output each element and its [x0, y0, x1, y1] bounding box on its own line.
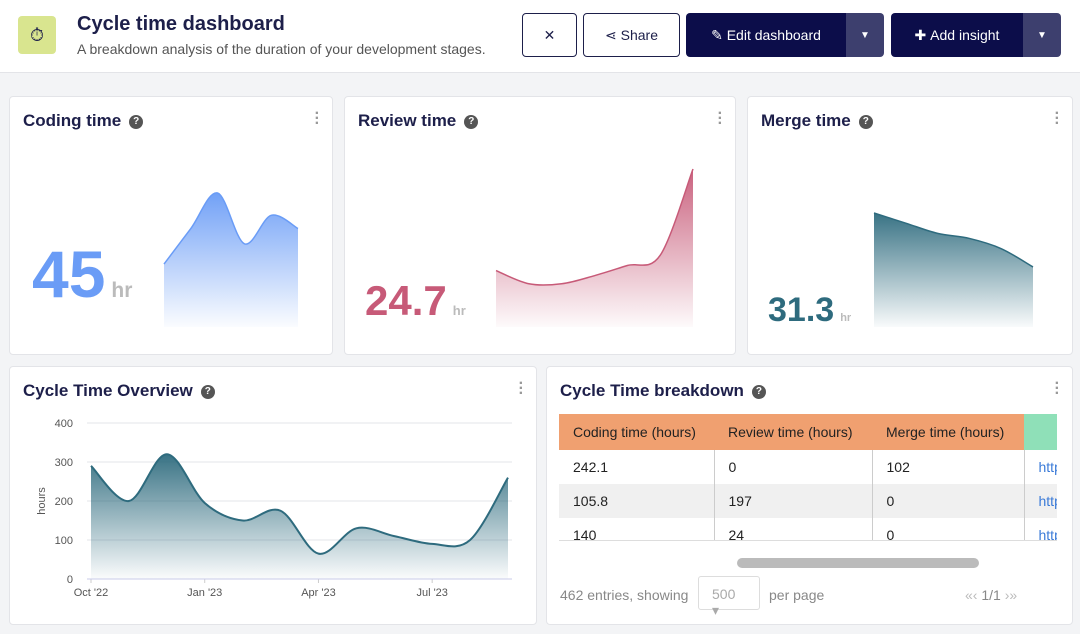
sparkline-area	[164, 192, 298, 327]
y-tick-label: 400	[55, 418, 73, 430]
pages: 1/1	[981, 587, 1001, 603]
label: Share	[620, 27, 658, 43]
icon: ⏱	[18, 16, 56, 54]
stat: 45 hr	[32, 241, 132, 326]
row: 105.8 1970http	[559, 484, 1057, 518]
x-tick-label: Oct '22	[74, 587, 109, 599]
column-header: Coding time (hours)	[573, 424, 696, 440]
edit-menu[interactable]: ▼	[846, 13, 884, 57]
y-tick-label: 0	[67, 574, 73, 586]
sparkline	[163, 192, 299, 327]
row: 242.1 0102http	[559, 450, 1057, 484]
y-tick-label: 300	[55, 457, 73, 469]
header-row: Coding time (hours) Review time (hours) Me…	[559, 414, 1057, 450]
label: Edit dashboard	[726, 27, 821, 43]
sparkline-area	[496, 169, 693, 327]
stat-value: 45	[32, 237, 106, 311]
title: Cycle Time Overview	[23, 381, 193, 400]
y-axis-label: hours	[36, 487, 48, 515]
column-header: Review time (hours)	[728, 424, 853, 440]
cell: http	[1023, 518, 1057, 540]
edit-button[interactable]: ✎ Edit dashboard	[686, 13, 846, 57]
sparkline-line	[873, 212, 1034, 268]
scrollbar[interactable]	[737, 558, 979, 568]
x-tick-label: Jan '23	[187, 587, 222, 599]
pager[interactable]: «‹ 1/1 ›»	[965, 587, 1018, 603]
per-page: per page	[769, 587, 825, 603]
stat-unit: hr	[452, 303, 466, 318]
cell: 242.1	[573, 459, 609, 475]
stat-value: 24.7	[365, 277, 447, 324]
header: ⏱ Cycle time dashboard A breakdown analy…	[0, 0, 1080, 73]
cell: 140	[573, 527, 597, 541]
stat: 31.3 hr	[768, 293, 851, 335]
menu[interactable]: · · ·	[518, 375, 524, 402]
cell: 0	[871, 484, 1024, 518]
add-menu[interactable]: ▼	[1023, 13, 1061, 57]
help: ?	[464, 115, 479, 129]
x-tick-label: Apr '23	[301, 587, 336, 599]
menu[interactable]: · · ·	[1054, 375, 1060, 402]
cell: 0	[871, 518, 1024, 540]
card-title: Merge time?	[761, 111, 873, 131]
sparkline-line	[495, 168, 694, 286]
row: 140 240http	[559, 518, 1057, 541]
value: 500	[712, 586, 736, 602]
stat-card: Merge time? · · · 31.3 hr	[747, 96, 1073, 355]
y-tick-label: 100	[55, 535, 73, 547]
chart: 0 100 200 300 400 hours Oct '22 Jan '23 Apr '23 J…	[36, 418, 512, 599]
table-card: Cycle Time breakdown? · · · Coding time (h…	[546, 366, 1073, 625]
share-button[interactable]: ⋖ Share	[583, 13, 680, 57]
sparkline	[873, 212, 1034, 327]
entries: 462 entries, showing	[560, 587, 689, 603]
cell: http	[1023, 450, 1057, 484]
menu: · · ·	[1054, 105, 1060, 132]
x-tick-label: Jul '23	[416, 587, 447, 599]
stat-unit: hr	[840, 312, 852, 324]
card-title: Review time?	[358, 111, 479, 131]
stat-value: 31.3	[768, 291, 835, 329]
stat-unit: hr	[111, 279, 133, 302]
card-title: Cycle Time Overview?	[23, 381, 215, 401]
table: Coding time (hours) Review time (hours) Me…	[559, 414, 1057, 541]
sparkline-line	[163, 192, 299, 265]
menu: · · ·	[717, 105, 723, 132]
title: Coding time	[23, 111, 122, 130]
chart-card: Cycle Time Overview? · · · 0 100 200 300 400 ho…	[9, 366, 537, 625]
sparkline	[495, 168, 694, 327]
stat-card: Coding time? · · · 45 hr	[9, 96, 333, 355]
column-header	[1024, 414, 1057, 450]
title: Cycle Time breakdown	[560, 381, 744, 400]
title: Review time	[358, 111, 457, 130]
cell: 102	[871, 450, 1024, 484]
subtitle: A breakdown analysis of the duration of …	[77, 41, 486, 57]
cell: 105.8	[573, 493, 609, 509]
help: ?	[858, 115, 873, 129]
sparkline-area	[874, 213, 1033, 327]
title: Cycle time dashboard	[77, 13, 285, 35]
help: ?	[129, 115, 144, 129]
cell: 197	[713, 484, 872, 518]
column-header: Merge time (hours)	[886, 424, 1005, 440]
cell: http	[1023, 484, 1057, 518]
menu: · · ·	[314, 105, 320, 132]
add-button[interactable]: ✚ Add insight	[891, 13, 1023, 57]
y-tick-label: 200	[55, 496, 73, 508]
card-title: Cycle Time breakdown?	[560, 381, 766, 401]
card-title: Coding time?	[23, 111, 144, 131]
label: Add insight	[930, 27, 1000, 43]
stat-card: Review time? · · · 24.7 hr	[344, 96, 736, 355]
title: Merge time	[761, 111, 851, 130]
page-size[interactable]: 500 ▾	[698, 576, 760, 618]
table-wrap: Coding time (hours) Review time (hours) Me…	[559, 414, 1057, 541]
area	[91, 454, 508, 579]
cell: 24	[713, 518, 872, 540]
cell: 0	[713, 450, 872, 484]
line	[90, 453, 509, 555]
pin-button[interactable]: ✕	[522, 13, 577, 57]
stat: 24.7 hr	[365, 280, 466, 332]
